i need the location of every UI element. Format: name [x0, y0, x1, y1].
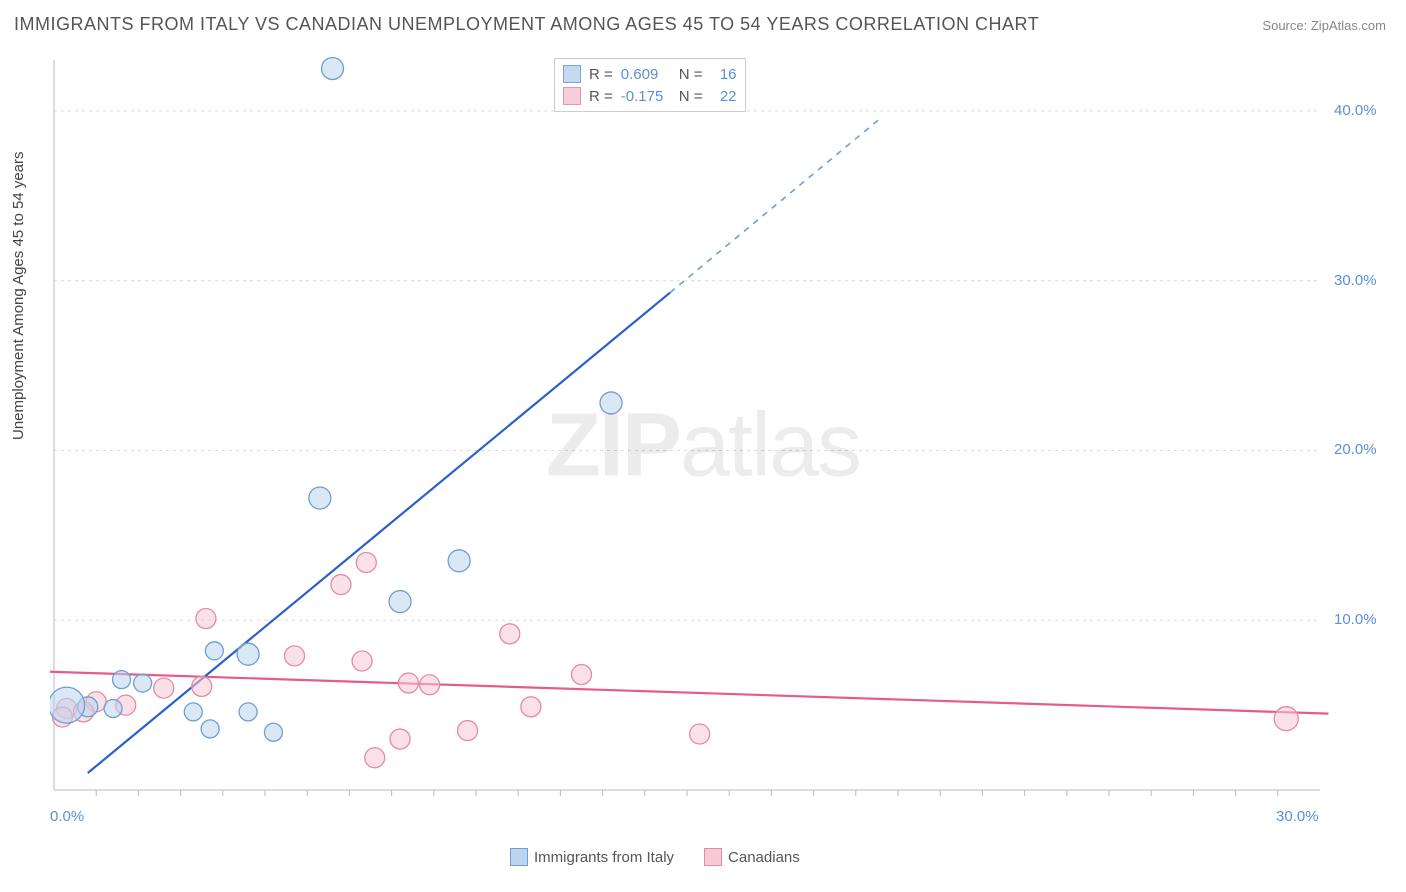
source-credit: Source: ZipAtlas.com: [1262, 18, 1386, 33]
point-italy: [600, 392, 622, 414]
point-canadians: [1274, 707, 1298, 731]
point-canadians: [365, 748, 385, 768]
legend-label-canadians: Canadians: [728, 849, 800, 866]
point-italy: [50, 687, 85, 723]
source-name: ZipAtlas.com: [1311, 18, 1386, 33]
chart-container: IMMIGRANTS FROM ITALY VS CANADIAN UNEMPL…: [0, 0, 1406, 892]
point-italy: [309, 487, 331, 509]
legend-item-canadians: Canadians: [704, 848, 800, 866]
point-canadians: [196, 609, 216, 629]
series-legend: Immigrants from Italy Canadians: [510, 848, 800, 866]
y-tick-label: 30.0%: [1334, 272, 1377, 289]
point-italy: [322, 57, 344, 79]
point-canadians: [500, 624, 520, 644]
legend-N-label: N =: [679, 66, 703, 83]
legend-R-label: R =: [589, 66, 613, 83]
point-italy: [113, 671, 131, 689]
scatter-plot: [50, 50, 1380, 820]
point-canadians: [420, 675, 440, 695]
point-italy: [184, 703, 202, 721]
y-tick-label: 10.0%: [1334, 611, 1377, 628]
legend-row-canadians: R = -0.175 N = 22: [563, 85, 737, 107]
legend-R-label: R =: [589, 88, 613, 105]
legend-R-value-italy: 0.609: [621, 66, 671, 83]
x-tick-label: 30.0%: [1276, 808, 1319, 825]
point-italy: [264, 723, 282, 741]
point-italy: [201, 720, 219, 738]
legend-N-value-italy: 16: [711, 66, 737, 83]
point-canadians: [356, 553, 376, 573]
point-italy: [389, 591, 411, 613]
point-canadians: [285, 646, 305, 666]
point-italy: [237, 643, 259, 665]
legend-swatch-italy: [563, 65, 581, 83]
x-tick-label: 0.0%: [50, 808, 84, 825]
y-tick-label: 40.0%: [1334, 102, 1377, 119]
legend-label-italy: Immigrants from Italy: [534, 849, 674, 866]
trend-line-italy-extrapolated: [670, 118, 881, 293]
y-axis-label: Unemployment Among Ages 45 to 54 years: [10, 151, 27, 440]
point-canadians: [390, 729, 410, 749]
point-canadians: [192, 676, 212, 696]
legend-R-value-canadians: -0.175: [621, 88, 671, 105]
legend-item-italy: Immigrants from Italy: [510, 848, 674, 866]
point-italy: [104, 700, 122, 718]
point-canadians: [398, 673, 418, 693]
trend-line-italy: [88, 293, 670, 773]
point-canadians: [572, 665, 592, 685]
point-italy: [239, 703, 257, 721]
legend-swatch-canadians: [704, 848, 722, 866]
legend-N-value-canadians: 22: [711, 88, 737, 105]
point-canadians: [458, 721, 478, 741]
y-tick-label: 20.0%: [1334, 441, 1377, 458]
point-canadians: [154, 678, 174, 698]
point-canadians: [352, 651, 372, 671]
point-canadians: [690, 724, 710, 744]
correlation-legend: R = 0.609 N = 16 R = -0.175 N = 22: [554, 58, 746, 112]
point-canadians: [331, 575, 351, 595]
point-italy: [205, 642, 223, 660]
legend-swatch-italy: [510, 848, 528, 866]
legend-row-italy: R = 0.609 N = 16: [563, 63, 737, 85]
chart-title: IMMIGRANTS FROM ITALY VS CANADIAN UNEMPL…: [14, 14, 1039, 35]
point-canadians: [521, 697, 541, 717]
point-italy: [134, 674, 152, 692]
source-label: Source:: [1262, 18, 1307, 33]
point-italy: [448, 550, 470, 572]
legend-N-label: N =: [679, 88, 703, 105]
legend-swatch-canadians: [563, 87, 581, 105]
